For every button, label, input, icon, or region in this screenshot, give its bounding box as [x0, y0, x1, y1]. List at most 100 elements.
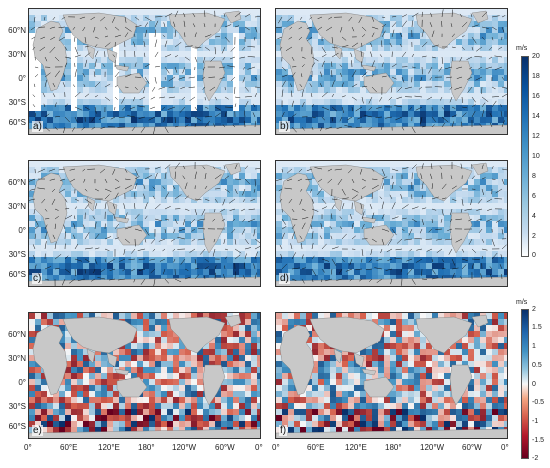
- wind-vector: [474, 56, 483, 58]
- ocean-cell: [378, 15, 384, 21]
- ocean-cell: [450, 269, 456, 275]
- wind-vector: [459, 13, 463, 18]
- ocean-cell: [77, 87, 83, 93]
- land-mass: [333, 196, 343, 212]
- ocean-cell: [167, 355, 173, 361]
- ocean-cell: [95, 385, 101, 391]
- wind-vector: [204, 198, 210, 201]
- ocean-cell: [257, 111, 260, 117]
- ocean-cell: [137, 173, 143, 179]
- ocean-cell: [239, 99, 245, 105]
- wind-vector: [94, 95, 98, 98]
- ocean-cell: [396, 15, 402, 21]
- ocean-cell: [89, 69, 95, 75]
- wind-vector: [100, 16, 106, 22]
- ocean-cell: [474, 39, 480, 45]
- ocean-cell: [390, 191, 396, 197]
- wind-vector: [58, 26, 66, 28]
- wind-vector: [202, 76, 206, 80]
- wind-vector: [501, 26, 505, 33]
- ocean-cell: [131, 167, 137, 173]
- ocean-cell: [306, 93, 312, 99]
- ocean-cell: [185, 161, 191, 167]
- ocean-cell: [468, 111, 474, 117]
- ocean-cell: [41, 81, 47, 87]
- ocean-cell: [486, 203, 492, 209]
- ocean-cell: [167, 275, 173, 281]
- ocean-cell: [239, 367, 245, 373]
- ocean-cell: [312, 27, 318, 33]
- ocean-cell: [426, 81, 432, 87]
- ocean-cell: [474, 209, 480, 215]
- ocean-cell: [306, 239, 312, 245]
- ocean-cell: [426, 191, 432, 197]
- ocean-cell: [480, 75, 486, 81]
- ocean-cell: [227, 263, 233, 269]
- wind-vector: [43, 16, 46, 21]
- ocean-cell: [41, 69, 47, 75]
- wind-vector: [380, 126, 383, 131]
- ocean-cell: [294, 9, 300, 15]
- ocean-cell: [173, 355, 179, 361]
- ocean-cell: [221, 21, 227, 27]
- wind-vector: [124, 212, 128, 220]
- wind-vector: [32, 244, 36, 250]
- ocean-cell: [65, 331, 71, 337]
- wind-vector: [419, 228, 423, 234]
- wind-vector: [112, 54, 116, 58]
- ocean-cell: [294, 161, 300, 167]
- ocean-cell: [29, 191, 35, 197]
- ocean-cell: [35, 167, 41, 173]
- wind-vector: [431, 124, 435, 128]
- ocean-cell: [137, 269, 143, 275]
- ocean-cell: [191, 215, 197, 221]
- ocean-cell: [414, 227, 420, 233]
- ocean-cell: [197, 367, 203, 373]
- wind-vector: [140, 278, 146, 285]
- ocean-cell: [155, 325, 161, 331]
- wind-vector: [93, 268, 96, 274]
- ocean-cell: [233, 197, 239, 203]
- ocean-cell: [185, 251, 191, 257]
- ocean-cell: [486, 197, 492, 203]
- ocean-cell: [408, 111, 414, 117]
- wind-vector: [376, 258, 383, 261]
- wind-vector: [44, 208, 48, 212]
- ocean-cell: [390, 69, 396, 75]
- wind-vector: [325, 278, 333, 282]
- wind-vector: [387, 258, 393, 261]
- wind-vector: [174, 218, 178, 224]
- ocean-cell: [426, 221, 432, 227]
- ocean-cell: [336, 87, 342, 93]
- ocean-cell: [408, 33, 414, 39]
- wind-vector: [311, 208, 319, 212]
- ocean-cell: [330, 239, 336, 245]
- ocean-cell: [149, 385, 155, 391]
- ocean-cell: [390, 33, 396, 39]
- ocean-cell: [95, 275, 101, 281]
- ocean-cell: [251, 337, 257, 343]
- wind-vector: [64, 231, 66, 240]
- ocean-cell: [191, 233, 197, 239]
- wind-vector: [244, 26, 250, 31]
- ocean-cell: [257, 227, 260, 233]
- ocean-cell: [173, 221, 179, 227]
- wind-vector: [306, 168, 313, 172]
- ocean-cell: [456, 117, 462, 123]
- ocean-cell: [282, 9, 288, 15]
- wind-vector: [139, 96, 146, 101]
- ocean-cell: [179, 263, 185, 269]
- ocean-cell: [65, 263, 71, 269]
- ocean-cell: [77, 361, 83, 367]
- wind-vector: [276, 178, 283, 181]
- wind-vector: [370, 248, 373, 255]
- ocean-cell: [312, 257, 318, 263]
- ocean-cell: [113, 385, 119, 391]
- wind-vector: [331, 36, 333, 44]
- ocean-cell: [239, 21, 245, 27]
- ocean-cell: [486, 185, 492, 191]
- ocean-cell: [65, 215, 71, 221]
- ocean-cell: [239, 215, 245, 221]
- ocean-cell: [480, 215, 486, 221]
- ocean-cell: [312, 33, 318, 39]
